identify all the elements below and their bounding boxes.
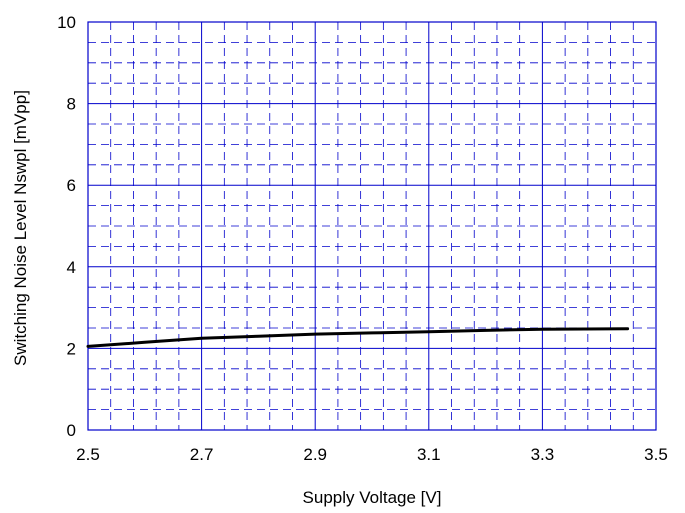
series-layer [86, 327, 630, 348]
x-tick-label: 2.9 [303, 445, 327, 464]
x-tick-labels: 2.5 2.7 2.9 3.1 3.3 3.5 [76, 445, 668, 464]
x-axis-label: Supply Voltage [V] [303, 488, 442, 507]
x-tick-label: 2.7 [190, 445, 214, 464]
x-tick-label: 3.1 [417, 445, 441, 464]
x-tick-label: 3.3 [531, 445, 555, 464]
series-line [86, 327, 630, 348]
y-tick-labels: 0 2 4 6 8 10 [57, 13, 76, 440]
y-tick-label: 2 [67, 339, 76, 358]
y-tick-label: 0 [67, 421, 76, 440]
y-tick-label: 6 [67, 176, 76, 195]
plot-frame [87, 21, 657, 431]
x-tick-label: 3.5 [644, 445, 668, 464]
y-tick-label: 8 [67, 95, 76, 114]
y-tick-label: 4 [67, 258, 76, 277]
minor-grid [88, 22, 656, 430]
x-tick-label: 2.5 [76, 445, 100, 464]
y-axis-label: Switching Noise Level Nswpl [mVpp] [11, 90, 30, 366]
y-tick-label: 10 [57, 13, 76, 32]
